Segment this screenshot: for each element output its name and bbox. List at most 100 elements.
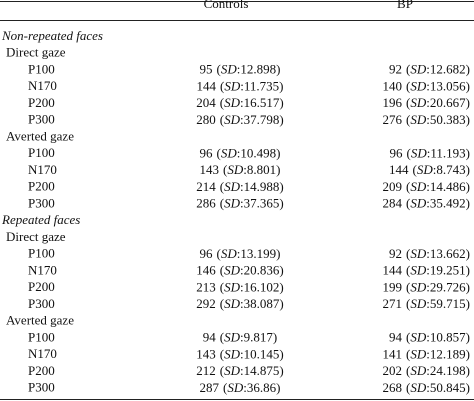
sd-close: )	[466, 179, 470, 194]
row-label: P100	[28, 329, 55, 344]
sd-close: )	[466, 195, 470, 210]
sd-open: (	[406, 346, 410, 361]
sd: 35.492	[430, 195, 466, 210]
sd-label: SD	[224, 112, 241, 127]
sd: 14.988	[244, 179, 280, 194]
sd-sep: :	[240, 363, 244, 378]
sd-close: )	[276, 246, 280, 261]
row-label: N170	[28, 162, 57, 177]
sd-close: )	[276, 145, 280, 160]
mean: 284	[383, 195, 403, 210]
sd-label: SD	[410, 346, 427, 361]
cell: 95 (SD:12.898)	[200, 61, 281, 76]
sd: 12.682	[430, 61, 466, 76]
sd-open: (	[406, 95, 410, 110]
row-label: P200	[28, 279, 55, 294]
mean: 92	[389, 246, 402, 261]
sd-open: (	[406, 329, 410, 344]
cell: 94 (SD:10.857)	[389, 329, 470, 344]
mean: 292	[196, 296, 216, 311]
sd-label: SD	[410, 195, 427, 210]
mean: 202	[383, 363, 403, 378]
cell: 213 (SD:16.102)	[196, 279, 283, 294]
cell: 276 (SD:50.383)	[383, 112, 470, 127]
sd-label: SD	[227, 380, 244, 395]
cell: 287 (SD:36.86)	[200, 380, 281, 395]
cell: 196 (SD:20.667)	[383, 95, 470, 110]
sd-close: )	[466, 363, 470, 378]
row-label: P100	[28, 246, 55, 261]
sd: 20.667	[430, 95, 466, 110]
sd-open: (	[406, 363, 410, 378]
sd-label: SD	[410, 112, 427, 127]
sd-label: SD	[221, 246, 238, 261]
sd-sep: :	[243, 162, 247, 177]
sd-sep: :	[426, 262, 430, 277]
mean: 214	[196, 179, 216, 194]
sd: 9.817	[244, 329, 274, 344]
sd-close: )	[466, 296, 470, 311]
sd-sep: :	[426, 179, 430, 194]
mean: 146	[196, 262, 216, 277]
cell: 271 (SD:59.715)	[383, 296, 470, 311]
sd-sep: :	[237, 145, 241, 160]
sd-open: (	[220, 346, 224, 361]
group-title: Averted gaze	[6, 128, 74, 143]
sd-sep: :	[426, 246, 430, 261]
cell: 143 (SD:8.801)	[200, 162, 281, 177]
sd-close: )	[279, 279, 283, 294]
sd: 10.498	[240, 145, 276, 160]
sd: 13.662	[430, 246, 466, 261]
row-label: N170	[28, 346, 57, 361]
mean: 209	[383, 179, 403, 194]
mean: 144	[197, 78, 217, 93]
sd-sep: :	[240, 279, 244, 294]
mean: 280	[196, 112, 216, 127]
sd-close: )	[466, 279, 470, 294]
sd: 8.743	[436, 162, 465, 177]
sd-sep: :	[426, 61, 430, 76]
mean: 96	[200, 145, 214, 160]
cell: 286 (SD:37.365)	[196, 195, 283, 210]
sd: 8.801	[247, 162, 276, 177]
sd-sep: :	[427, 145, 431, 160]
sd-label: SD	[417, 162, 434, 177]
sd-close: )	[466, 346, 470, 361]
mean: 96	[390, 145, 404, 160]
sd-sep: :	[243, 380, 247, 395]
column-header: BP	[397, 0, 413, 11]
sd-label: SD	[410, 279, 427, 294]
mean: 287	[200, 380, 220, 395]
sd-label: SD	[224, 179, 241, 194]
sd-label: SD	[224, 346, 241, 361]
sd-label: SD	[410, 380, 427, 395]
row-label: P200	[28, 363, 55, 378]
sd-open: (	[220, 279, 224, 294]
sd-open: (	[406, 78, 410, 93]
sd: 14.486	[430, 179, 466, 194]
sd: 38.087	[244, 296, 280, 311]
sd-sep: :	[240, 262, 244, 277]
sd: 37.798	[244, 112, 280, 127]
sd-sep: :	[240, 346, 244, 361]
sd-open: (	[220, 329, 224, 344]
cell: 268 (SD:50.845)	[383, 380, 470, 395]
row-label: P100	[28, 61, 55, 76]
sd-open: (	[406, 179, 410, 194]
section-title: Repeated faces	[1, 212, 80, 227]
cell: 146 (SD:20.836)	[196, 262, 283, 277]
mean: 204	[196, 95, 216, 110]
cell: 144 (SD:8.743)	[389, 162, 470, 177]
cell: 292 (SD:38.087)	[196, 296, 283, 311]
sd-open: (	[406, 262, 410, 277]
sd: 59.715	[430, 296, 466, 311]
sd: 36.86	[247, 380, 277, 395]
cell: 209 (SD:14.486)	[383, 179, 470, 194]
cell: 280 (SD:37.798)	[196, 112, 283, 127]
sd: 16.517	[244, 95, 280, 110]
sd-label: SD	[221, 61, 238, 76]
mean: 271	[383, 296, 403, 311]
sd-open: (	[220, 195, 224, 210]
mean: 144	[389, 162, 409, 177]
sd-open: (	[406, 61, 410, 76]
